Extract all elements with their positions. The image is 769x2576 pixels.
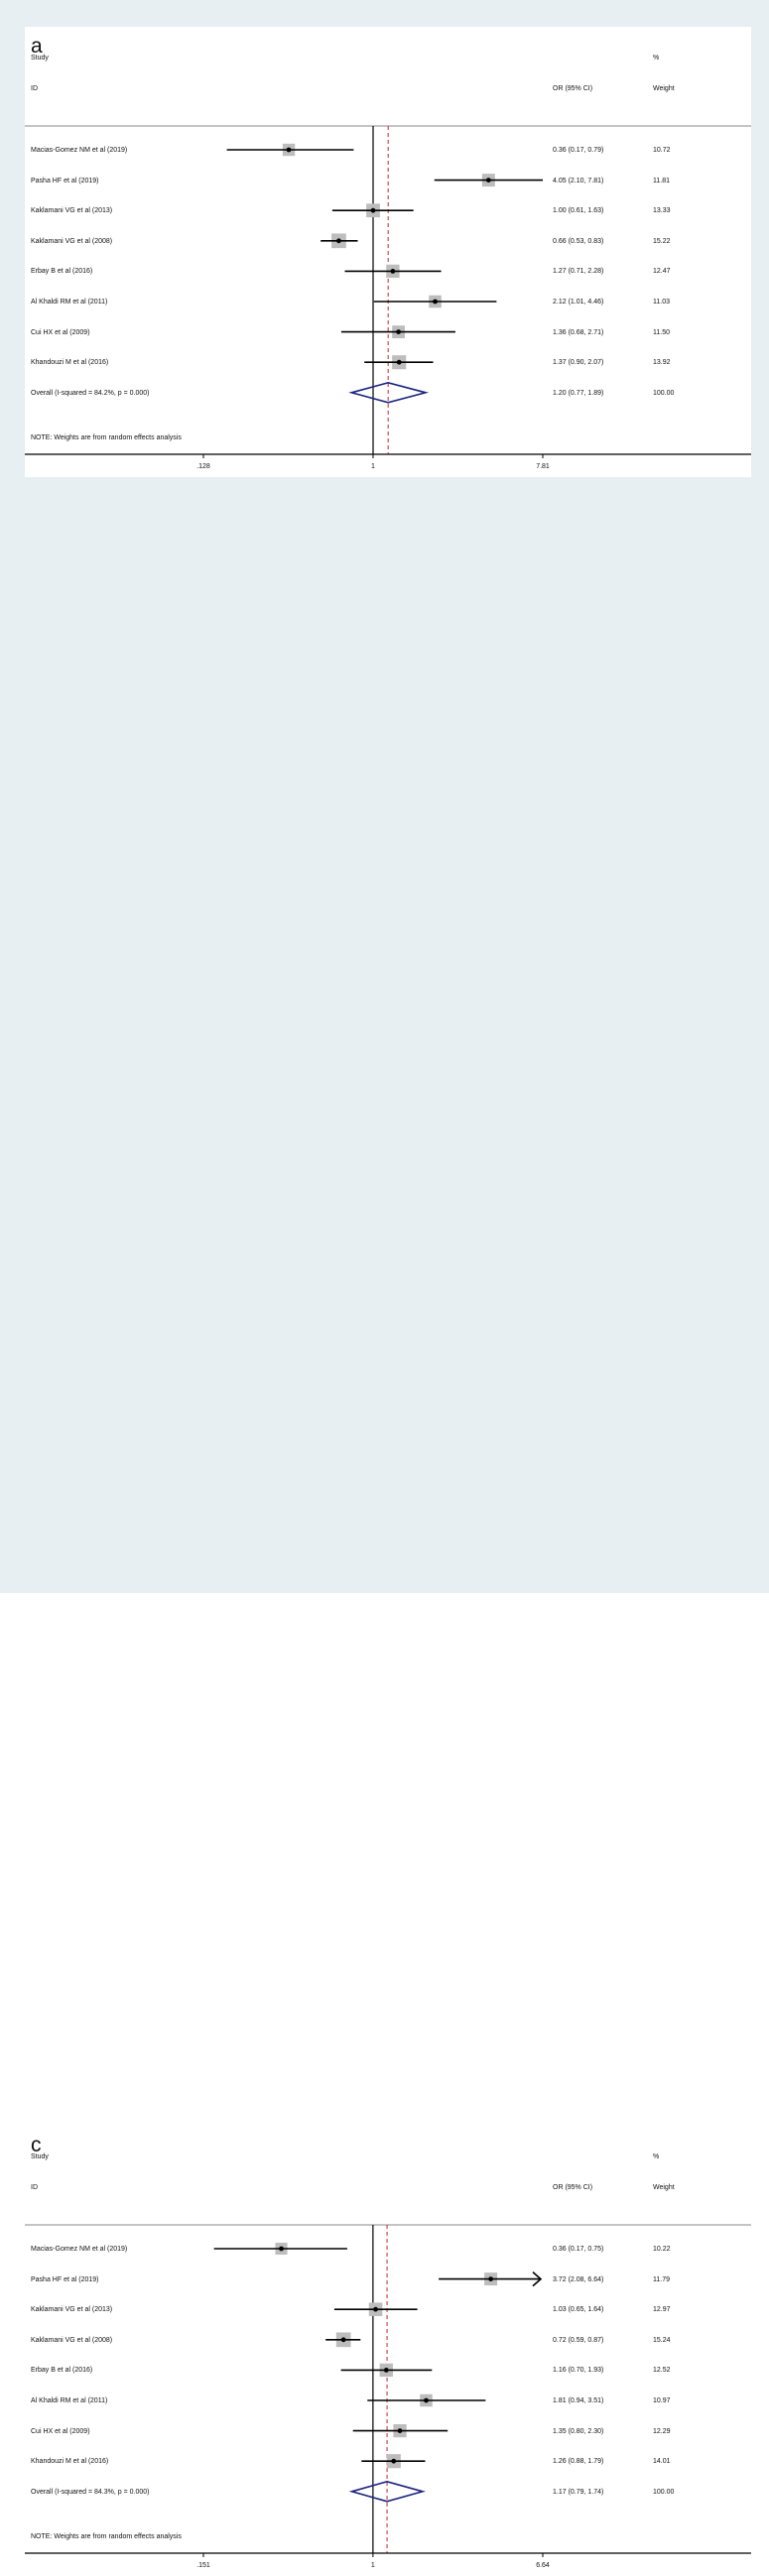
x-tick-label: 7.81	[536, 463, 550, 470]
study-ci: 3.72 (2.08, 6.64)	[553, 2275, 604, 2283]
study-name: Al Khaldi RM et al (2011)	[31, 299, 108, 306]
x-tick-label: 1	[370, 2562, 375, 2569]
study-name: Cui HX et al (2009)	[31, 2427, 90, 2435]
study-name: Kaklamani VG et al (2008)	[31, 237, 113, 245]
header-study: Study	[31, 55, 49, 61]
study-name: Al Khaldi RM et al (2011)	[31, 2397, 108, 2404]
study-point-estimate	[286, 147, 292, 153]
study-weight: 11.81	[653, 177, 670, 184]
study-weight: 13.33	[653, 207, 671, 215]
panel-letter: a	[31, 35, 43, 58]
header-ci: OR (95% CI)	[553, 85, 593, 92]
study-point-estimate	[336, 238, 341, 244]
study-ci: 1.16 (0.70, 1.93)	[553, 2367, 604, 2375]
forest-plot-svg	[25, 125, 751, 458]
panel-background: a Study ID OR (95% CI)% Weight Macias-Gomez N…	[0, 0, 769, 544]
overall-label: Overall (I-squared = 84.2%, p = 0.000)	[31, 389, 150, 397]
study-name: Khandouzi M et al (2016)	[31, 2458, 109, 2466]
study-point-estimate	[488, 2276, 494, 2281]
study-weight: 12.47	[653, 268, 671, 276]
study-point-estimate	[390, 269, 396, 274]
study-name: Kaklamani VG et al (2013)	[31, 2306, 113, 2314]
overall-weight: 100.00	[653, 2488, 675, 2496]
study-point-estimate	[370, 207, 376, 213]
x-tick-label: 6.64	[536, 2562, 550, 2569]
study-point-estimate	[340, 2337, 346, 2343]
header-weight: Weight	[653, 85, 675, 92]
study-point-estimate	[373, 2306, 378, 2312]
overall-diamond	[348, 381, 430, 404]
x-tick-label: .128	[196, 463, 210, 470]
overall-weight: 100.00	[653, 389, 675, 397]
forest-plot-panel-a: a Study ID OR (95% CI)% Weight Macias-Gomez N…	[25, 27, 751, 477]
study-name: Pasha HF et al (2019)	[31, 2275, 99, 2283]
weights-note: NOTE: Weights are from random effects an…	[31, 434, 182, 441]
study-ci: 1.26 (0.88, 1.79)	[553, 2458, 604, 2466]
panel-background: c Study ID OR (95% CI)% Weight Macias-Gomez N…	[0, 1049, 769, 2576]
header-id: ID	[31, 85, 38, 92]
study-weight: 12.97	[653, 2306, 671, 2314]
study-name: Erbay B et al (2016)	[31, 2367, 93, 2375]
study-weight: 10.97	[653, 2397, 671, 2404]
forest-plot-panel-c: c Study ID OR (95% CI)% Weight Macias-Gomez N…	[25, 2126, 751, 2576]
study-point-estimate	[396, 329, 401, 334]
study-ci: 1.00 (0.61, 1.63)	[553, 207, 604, 215]
study-point-estimate	[433, 299, 438, 305]
study-name: Macias-Gomez NM et al (2019)	[31, 147, 128, 154]
study-weight: 15.22	[653, 237, 671, 245]
header-pct: %	[653, 55, 660, 61]
study-ci: 0.66 (0.53, 0.83)	[553, 237, 604, 245]
x-tick-label: .151	[196, 2562, 210, 2569]
study-weight: 15.24	[653, 2336, 671, 2344]
study-ci: 0.72 (0.59, 0.87)	[553, 2336, 604, 2344]
study-ci: 4.05 (2.10, 7.81)	[553, 177, 604, 184]
header-study: Study	[31, 2153, 49, 2160]
study-ci: 1.03 (0.65, 1.64)	[553, 2306, 604, 2314]
x-tick-label: 1	[371, 463, 375, 470]
study-ci: 0.36 (0.17, 0.79)	[553, 147, 604, 154]
study-point-estimate	[396, 359, 402, 365]
study-point-estimate	[391, 2458, 397, 2464]
weights-note: NOTE: Weights are from random effects an…	[31, 2533, 182, 2540]
header-weight: Weight	[653, 2184, 675, 2191]
study-ci: 1.36 (0.68, 2.71)	[553, 328, 604, 336]
study-ci: 1.27 (0.71, 2.28)	[553, 268, 604, 276]
study-ci: 0.36 (0.17, 0.75)	[553, 2246, 604, 2253]
overall-ci: 1.20 (0.77, 1.89)	[553, 389, 604, 397]
study-name: Pasha HF et al (2019)	[31, 177, 99, 184]
study-weight: 12.29	[653, 2427, 671, 2435]
study-weight: 10.72	[653, 147, 671, 154]
header-ci: OR (95% CI)	[553, 2184, 593, 2191]
study-weight: 12.52	[653, 2367, 671, 2375]
study-name: Erbay B et al (2016)	[31, 268, 93, 276]
header-pct: %	[653, 2153, 660, 2160]
study-point-estimate	[279, 2246, 284, 2252]
study-weight: 11.79	[653, 2275, 670, 2283]
study-ci: 1.37 (0.90, 2.07)	[553, 359, 604, 367]
study-ci: 1.35 (0.80, 2.30)	[553, 2427, 604, 2435]
study-name: Kaklamani VG et al (2013)	[31, 207, 113, 215]
study-name: Kaklamani VG et al (2008)	[31, 2336, 113, 2344]
study-name: Cui HX et al (2009)	[31, 328, 90, 336]
study-name: Macias-Gomez NM et al (2019)	[31, 2246, 128, 2253]
forest-plot-svg	[25, 2224, 751, 2557]
study-weight: 14.01	[653, 2458, 671, 2466]
overall-ci: 1.17 (0.79, 1.74)	[553, 2488, 604, 2496]
overall-label: Overall (I-squared = 84.3%, p = 0.000)	[31, 2488, 150, 2496]
study-point-estimate	[485, 178, 491, 184]
study-weight: 11.50	[653, 328, 670, 336]
header-id: ID	[31, 2184, 38, 2191]
study-ci: 1.81 (0.94, 3.51)	[553, 2397, 604, 2404]
study-weight: 10.22	[653, 2246, 671, 2253]
study-point-estimate	[397, 2428, 403, 2433]
study-name: Khandouzi M et al (2016)	[31, 359, 109, 367]
study-point-estimate	[383, 2368, 389, 2373]
study-weight: 13.92	[653, 359, 671, 367]
study-ci: 2.12 (1.01, 4.46)	[553, 299, 604, 306]
study-point-estimate	[424, 2397, 429, 2403]
study-weight: 11.03	[653, 299, 670, 306]
